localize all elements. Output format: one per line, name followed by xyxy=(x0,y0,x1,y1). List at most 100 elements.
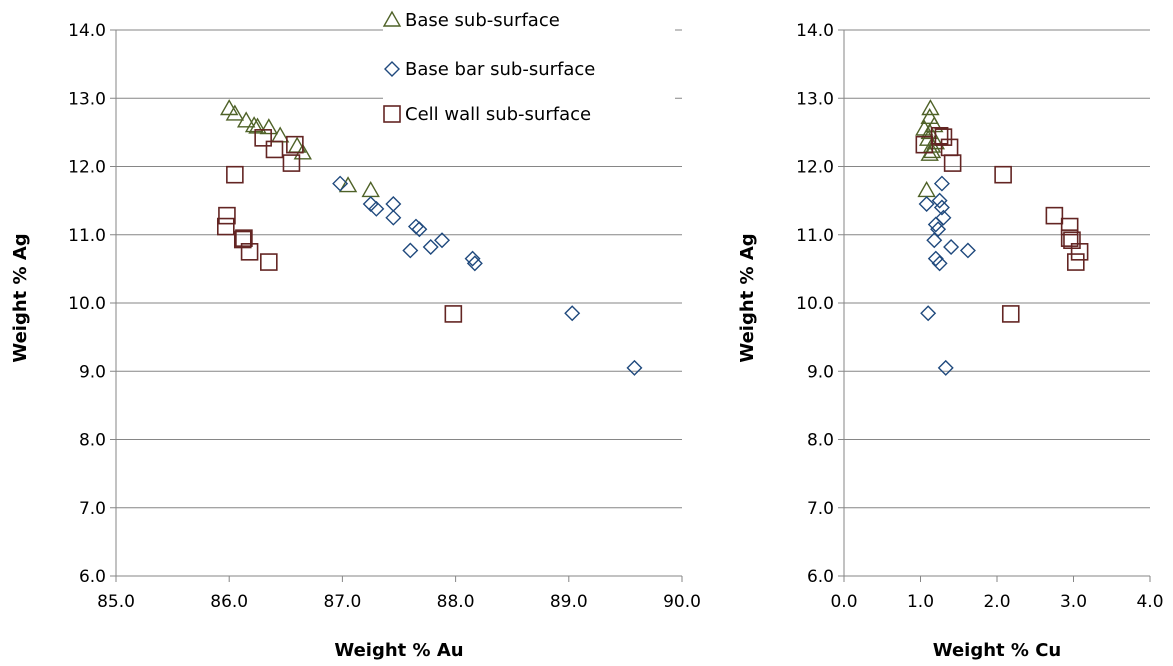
data-point xyxy=(1060,217,1079,236)
data-point xyxy=(248,117,267,134)
cu-vs-ag-chart: 6.0 7.0 8.0 9.0 10.0 11.0 12.0 13.0 14.0 0.0 1.0 2.… xyxy=(737,21,1164,661)
y-tick-label: 10.0 xyxy=(68,294,106,314)
data-point xyxy=(934,128,953,146)
data-point xyxy=(402,242,419,259)
data-point xyxy=(933,175,950,192)
legend-marker-diamond xyxy=(384,61,400,77)
data-point xyxy=(464,250,481,267)
data-point xyxy=(937,359,954,376)
y-tick-label: 11.0 xyxy=(796,226,834,246)
data-point xyxy=(385,209,402,226)
x-tick-label: 89.0 xyxy=(550,592,588,612)
series-square xyxy=(217,129,463,323)
x-tick-label: 4.0 xyxy=(1136,592,1163,612)
data-point xyxy=(233,230,252,249)
data-point xyxy=(434,232,451,249)
x-tick-label: 0.0 xyxy=(830,592,857,612)
x-tick-label: 88.0 xyxy=(437,592,475,612)
y-tick-label: 10.0 xyxy=(796,294,834,314)
y-tick-label: 6.0 xyxy=(807,567,834,587)
y-tick-label: 12.0 xyxy=(68,158,106,178)
x-tick-label: 85.0 xyxy=(97,592,135,612)
data-point xyxy=(920,122,939,140)
y-tick-label: 6.0 xyxy=(79,567,106,587)
data-point xyxy=(943,154,962,172)
data-point xyxy=(927,216,944,233)
data-point xyxy=(217,217,235,236)
x-axis-title: Weight % Au xyxy=(334,640,463,661)
data-point xyxy=(225,104,245,121)
y-tick-label: 8.0 xyxy=(807,431,834,451)
data-point xyxy=(994,165,1012,184)
data-point xyxy=(940,138,959,157)
y-tick-label: 12.0 xyxy=(796,158,834,178)
data-point xyxy=(920,305,937,322)
x-tick-label: 1.0 xyxy=(907,592,934,612)
legend-label: Cell wall sub-surface xyxy=(405,104,591,125)
x-tick-label: 90.0 xyxy=(663,592,701,612)
y-tick-label: 14.0 xyxy=(796,21,834,41)
data-point xyxy=(564,305,581,322)
data-point xyxy=(254,129,272,147)
data-point xyxy=(226,165,244,184)
data-point xyxy=(927,250,944,267)
legend-marker-triangle xyxy=(382,10,402,27)
data-point xyxy=(219,99,239,116)
data-point xyxy=(931,255,948,272)
x-tick-label: 87.0 xyxy=(323,592,361,612)
data-point xyxy=(943,239,960,256)
data-point xyxy=(915,135,934,154)
y-tick-label: 7.0 xyxy=(807,499,834,519)
legend-label: Base sub-surface xyxy=(405,10,560,31)
y-axis-title: Weight % Ag xyxy=(10,233,31,362)
data-point xyxy=(235,229,253,247)
data-point xyxy=(338,176,358,193)
y-tick-label: 11.0 xyxy=(68,226,106,246)
series-square xyxy=(915,126,1089,323)
series-diamond xyxy=(918,175,976,376)
data-point xyxy=(236,111,256,128)
series-triangle xyxy=(915,99,946,198)
data-point xyxy=(1070,243,1089,261)
data-point xyxy=(385,196,402,213)
data-point xyxy=(361,180,380,198)
data-point xyxy=(466,255,483,272)
data-point xyxy=(931,192,948,209)
data-point xyxy=(368,200,385,217)
series-triangle xyxy=(219,99,380,198)
data-point xyxy=(1060,229,1079,247)
data-point xyxy=(362,196,379,213)
series-diamond xyxy=(332,175,643,376)
y-axis-title: Weight % Ag xyxy=(737,233,758,362)
data-point xyxy=(933,199,950,216)
data-point xyxy=(265,140,284,159)
x-axis-title: Weight % Cu xyxy=(933,640,1062,661)
data-point xyxy=(626,359,643,376)
data-point xyxy=(926,232,943,249)
y-tick-label: 13.0 xyxy=(796,89,834,109)
data-point xyxy=(1045,206,1064,225)
au-vs-ag-chart: 6.0 7.0 8.0 9.0 10.0 11.0 12.0 13.0 14.0 85.0 86.0… xyxy=(10,21,701,661)
y-tick-label: 13.0 xyxy=(68,89,106,109)
legend-background xyxy=(383,0,675,150)
data-point xyxy=(917,180,936,198)
x-tick-label: 3.0 xyxy=(1060,592,1087,612)
data-point xyxy=(244,116,264,133)
data-point xyxy=(240,243,259,261)
data-point xyxy=(1001,305,1020,323)
y-tick-label: 7.0 xyxy=(79,499,106,519)
legend-label: Base bar sub-surface xyxy=(405,59,595,80)
data-point xyxy=(286,135,304,154)
data-point xyxy=(411,221,428,238)
y-tick-label: 9.0 xyxy=(807,362,834,382)
data-point xyxy=(444,305,463,323)
data-point xyxy=(921,99,940,116)
data-point xyxy=(282,154,301,172)
legend: Base sub-surface Base bar sub-surface Cell… xyxy=(382,0,675,150)
data-point xyxy=(218,206,236,225)
x-tick-label: 2.0 xyxy=(983,592,1010,612)
data-point xyxy=(918,196,935,213)
data-point xyxy=(1066,253,1085,271)
x-tick-label: 86.0 xyxy=(210,592,248,612)
y-tick-label: 9.0 xyxy=(79,362,106,382)
